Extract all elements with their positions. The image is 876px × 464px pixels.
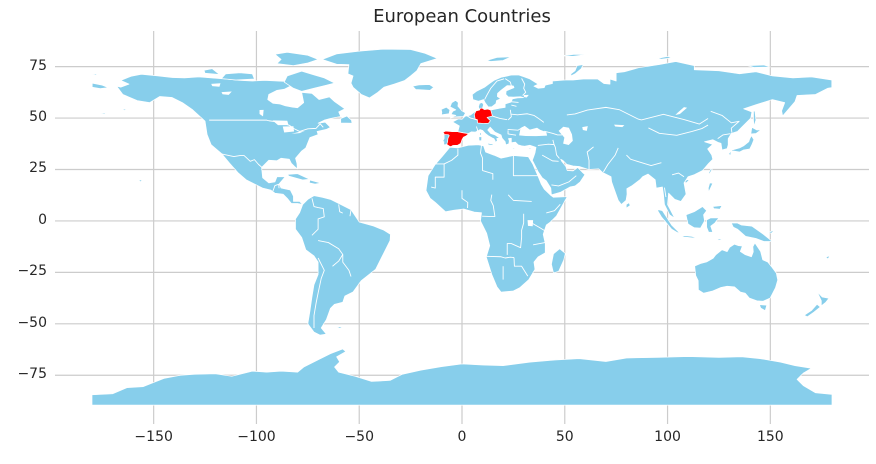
- x-tick-label: −100: [237, 429, 276, 445]
- highlighted-countries: [443, 108, 493, 146]
- land-polygons: [92, 49, 832, 405]
- x-tick-label: 100: [654, 429, 681, 445]
- x-tick-label: 0: [457, 429, 467, 445]
- y-tick-label: 0: [38, 211, 47, 228]
- chart-title: European Countries: [373, 6, 551, 27]
- x-tick-label: −50: [344, 429, 374, 445]
- y-tick-label: −25: [17, 263, 47, 280]
- world-map: [55, 31, 869, 424]
- y-tick-label: 25: [29, 160, 47, 177]
- y-tick-label: −50: [17, 314, 47, 331]
- y-tick-label: −75: [17, 366, 47, 383]
- y-tick-label: 50: [29, 109, 47, 126]
- x-tick-label: 50: [555, 429, 574, 445]
- y-tick-label: 75: [29, 57, 47, 74]
- country-germany: [474, 108, 492, 123]
- x-tick-label: −150: [134, 429, 173, 445]
- country-spain: [443, 131, 469, 147]
- x-tick-label: 150: [756, 429, 784, 445]
